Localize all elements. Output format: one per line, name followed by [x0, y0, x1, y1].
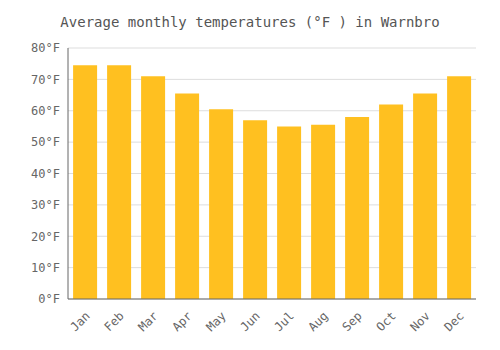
svg-text:Feb: Feb: [102, 309, 127, 334]
svg-text:Jul: Jul: [272, 309, 297, 334]
html-text:Average monthly temperatures (: Average monthly temperatures (°F ) in Wa…: [60, 14, 440, 30]
svg-text:Jan: Jan: [68, 309, 93, 334]
svg-text:Sep: Sep: [340, 309, 365, 334]
svg-text:Dec: Dec: [442, 309, 467, 334]
svg-text:Oct: Oct: [374, 309, 399, 334]
svg-text:Nov: Nov: [408, 309, 433, 334]
svg-text:40°F: 40°F: [31, 167, 60, 181]
svg-text:May: May: [204, 309, 229, 334]
svg-text:20°F: 20°F: [31, 230, 60, 244]
svg-text:30°F: 30°F: [31, 198, 60, 212]
svg-text:Apr: Apr: [170, 309, 195, 334]
svg-text:70°F: 70°F: [31, 73, 60, 87]
svg-text:Mar: Mar: [136, 309, 161, 334]
svg-text:10°F: 10°F: [31, 261, 60, 275]
svg-text:Aug: Aug: [306, 309, 331, 334]
svg-text:50°F: 50°F: [31, 135, 60, 149]
svg-text:80°F: 80°F: [31, 41, 60, 55]
svg-text:0°F: 0°F: [38, 292, 60, 306]
svg-text:Jun: Jun: [238, 309, 263, 334]
svg-text:60°F: 60°F: [31, 104, 60, 118]
